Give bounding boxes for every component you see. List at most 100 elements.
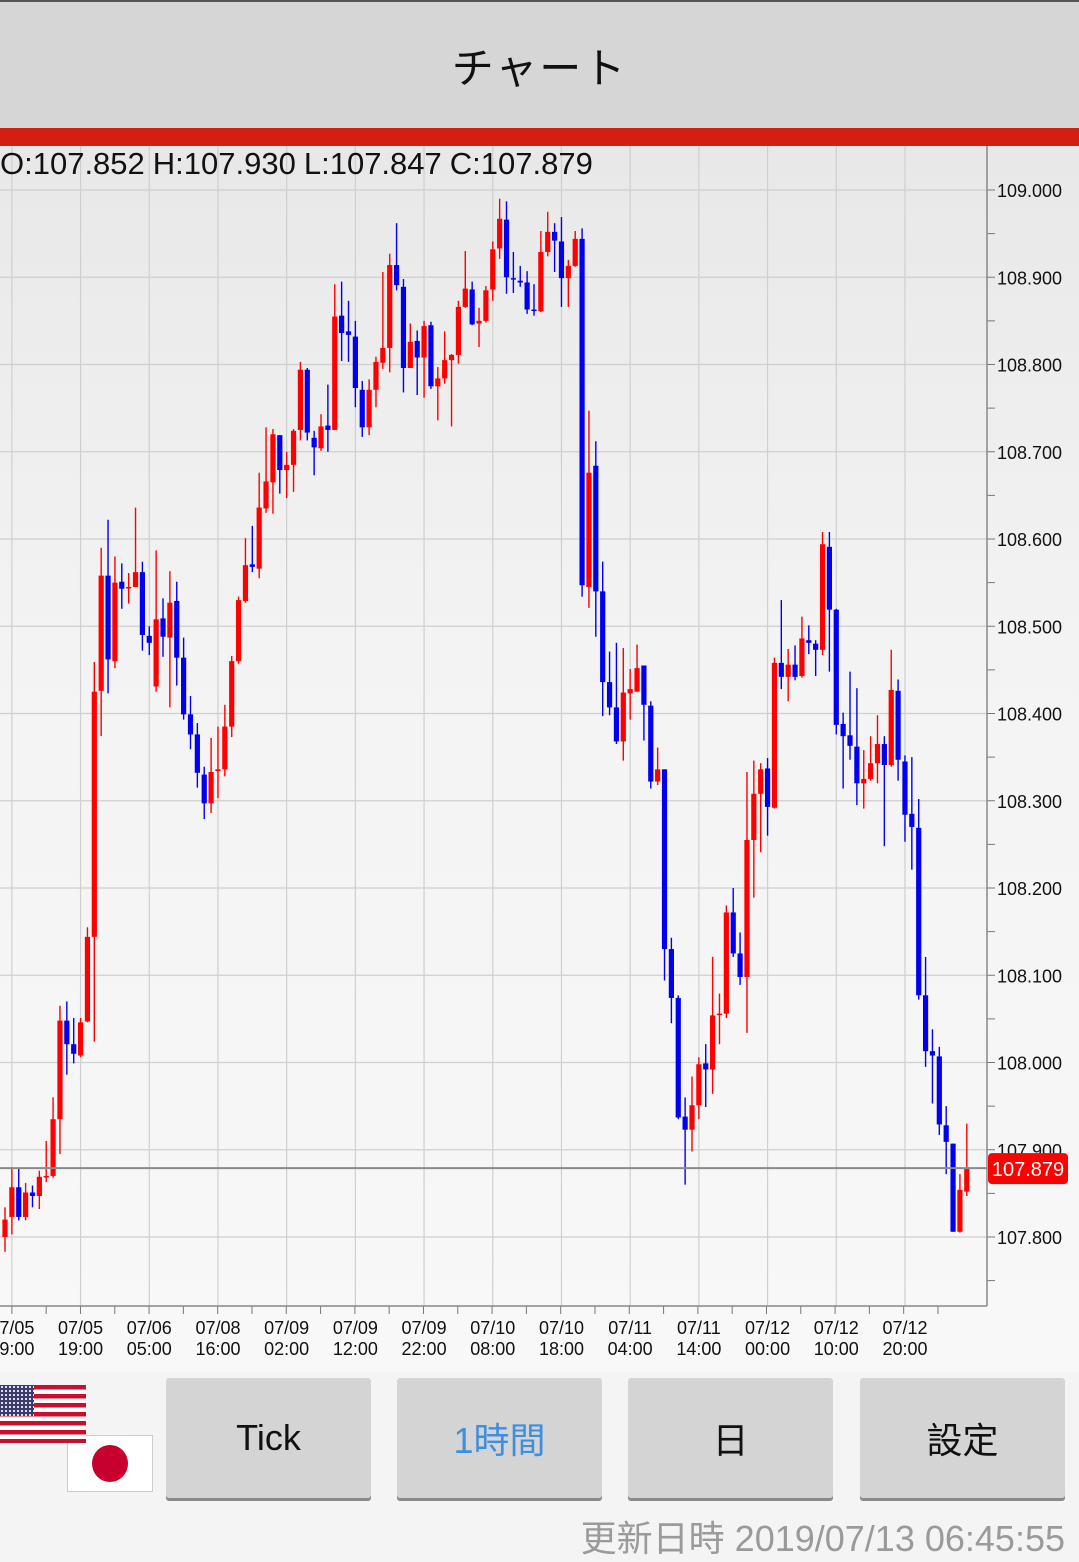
candle-body (332, 316, 338, 430)
candle-body (881, 744, 887, 765)
app-header: チャート (0, 2, 1079, 128)
y-tick-label: 109.000 (997, 181, 1062, 201)
candle-up (222, 704, 228, 777)
candle-down (174, 581, 180, 686)
candle-up (538, 231, 544, 313)
candle-body (716, 1013, 723, 1016)
candle-body (64, 1020, 70, 1045)
y-tick-label: 108.600 (997, 530, 1062, 550)
candlestick-chart[interactable]: 109.000 108.900 108.800 108.700 108.600 108.5… (0, 146, 1079, 1372)
candle-down (950, 1143, 956, 1232)
candle-body (531, 309, 537, 312)
candle-down (524, 271, 530, 314)
x-label-time: 09:00 (0, 1339, 34, 1359)
candle-body (936, 1056, 942, 1125)
low-value: L:107.847 (303, 146, 442, 181)
candle-body (593, 465, 599, 592)
candle-body (256, 507, 262, 569)
candle-body (448, 354, 455, 361)
candle-down (682, 1097, 688, 1185)
tick-button[interactable]: Tick (166, 1378, 371, 1498)
candle-down (826, 532, 832, 672)
candle-body (874, 744, 881, 764)
candle-body (799, 638, 805, 676)
ohlc-readout: O:107.852 H:107.930 L:107.847 C:107.879 (0, 146, 601, 182)
settings-button[interactable]: 設定 (860, 1378, 1065, 1498)
candle-body (600, 591, 606, 683)
x-label-date: 07/09 (402, 1318, 447, 1338)
candle-body (888, 689, 894, 765)
candle-down (813, 640, 819, 676)
candle-body (318, 426, 324, 449)
candle-body (249, 564, 255, 567)
candle-body (922, 995, 929, 1052)
candle-body (187, 714, 194, 735)
candle-up (57, 1005, 63, 1155)
candle-body (490, 249, 496, 290)
candle-body (112, 582, 118, 662)
x-label-date: 07/10 (470, 1318, 515, 1338)
candle-up (284, 451, 290, 498)
candle-up (620, 648, 626, 761)
candle-body (16, 1187, 22, 1217)
daily-button[interactable]: 日 (628, 1378, 833, 1498)
candle-up (91, 662, 97, 1042)
candle-body (744, 840, 750, 977)
candle-up (888, 649, 894, 767)
candle-body (469, 289, 475, 325)
candle-body (703, 1063, 709, 1070)
candle-up (565, 259, 571, 307)
candle-up (235, 596, 242, 664)
candle-up (421, 320, 427, 398)
candle-body (840, 723, 846, 737)
candle-body (126, 586, 132, 589)
candle-down (778, 600, 784, 690)
candle-body (181, 657, 187, 715)
candle-up (297, 361, 304, 441)
candle-up (744, 771, 750, 1033)
candle-body (132, 572, 139, 587)
candle-body (270, 434, 276, 483)
candle-body (510, 278, 516, 280)
candle-body (565, 265, 571, 279)
x-label-time: 14:00 (676, 1339, 721, 1359)
candle-down (579, 228, 585, 597)
candle-body (139, 572, 145, 635)
candle-body (311, 437, 317, 448)
candle-up (215, 726, 221, 799)
candle-body (393, 265, 400, 286)
candle-body (263, 481, 269, 509)
candle-body (661, 769, 668, 950)
x-label-time: 08:00 (470, 1339, 515, 1359)
candle-down (428, 321, 434, 389)
candle-body (229, 661, 235, 727)
candle-down (187, 696, 194, 750)
candle-down (675, 995, 681, 1120)
candle-up (771, 657, 778, 809)
candle-body (304, 369, 310, 433)
page-title: チャート (451, 44, 628, 92)
candle-up (861, 750, 867, 809)
candle-down (847, 671, 853, 760)
candle-body (98, 575, 104, 691)
candle-body (174, 600, 180, 658)
candle-up (126, 573, 132, 604)
candle-up (9, 1167, 15, 1235)
daily-button-label: 日 (712, 1420, 749, 1461)
x-label-date: 07/05 (58, 1318, 103, 1338)
one-hour-button[interactable]: 1時間 (397, 1378, 602, 1498)
candle-body (345, 331, 352, 335)
candle-body (964, 1168, 970, 1192)
candle-up (77, 1018, 84, 1058)
candle-body (194, 734, 200, 773)
candle-up (545, 211, 551, 257)
candle-up (263, 427, 269, 513)
candle-body (606, 682, 613, 708)
candle-down (806, 625, 812, 655)
candle-up (448, 354, 455, 427)
candle-up (366, 379, 372, 436)
candle-up (256, 472, 262, 579)
candle-body (696, 1064, 702, 1106)
y-tick-label: 108.700 (997, 443, 1062, 463)
candle-body (655, 769, 661, 782)
